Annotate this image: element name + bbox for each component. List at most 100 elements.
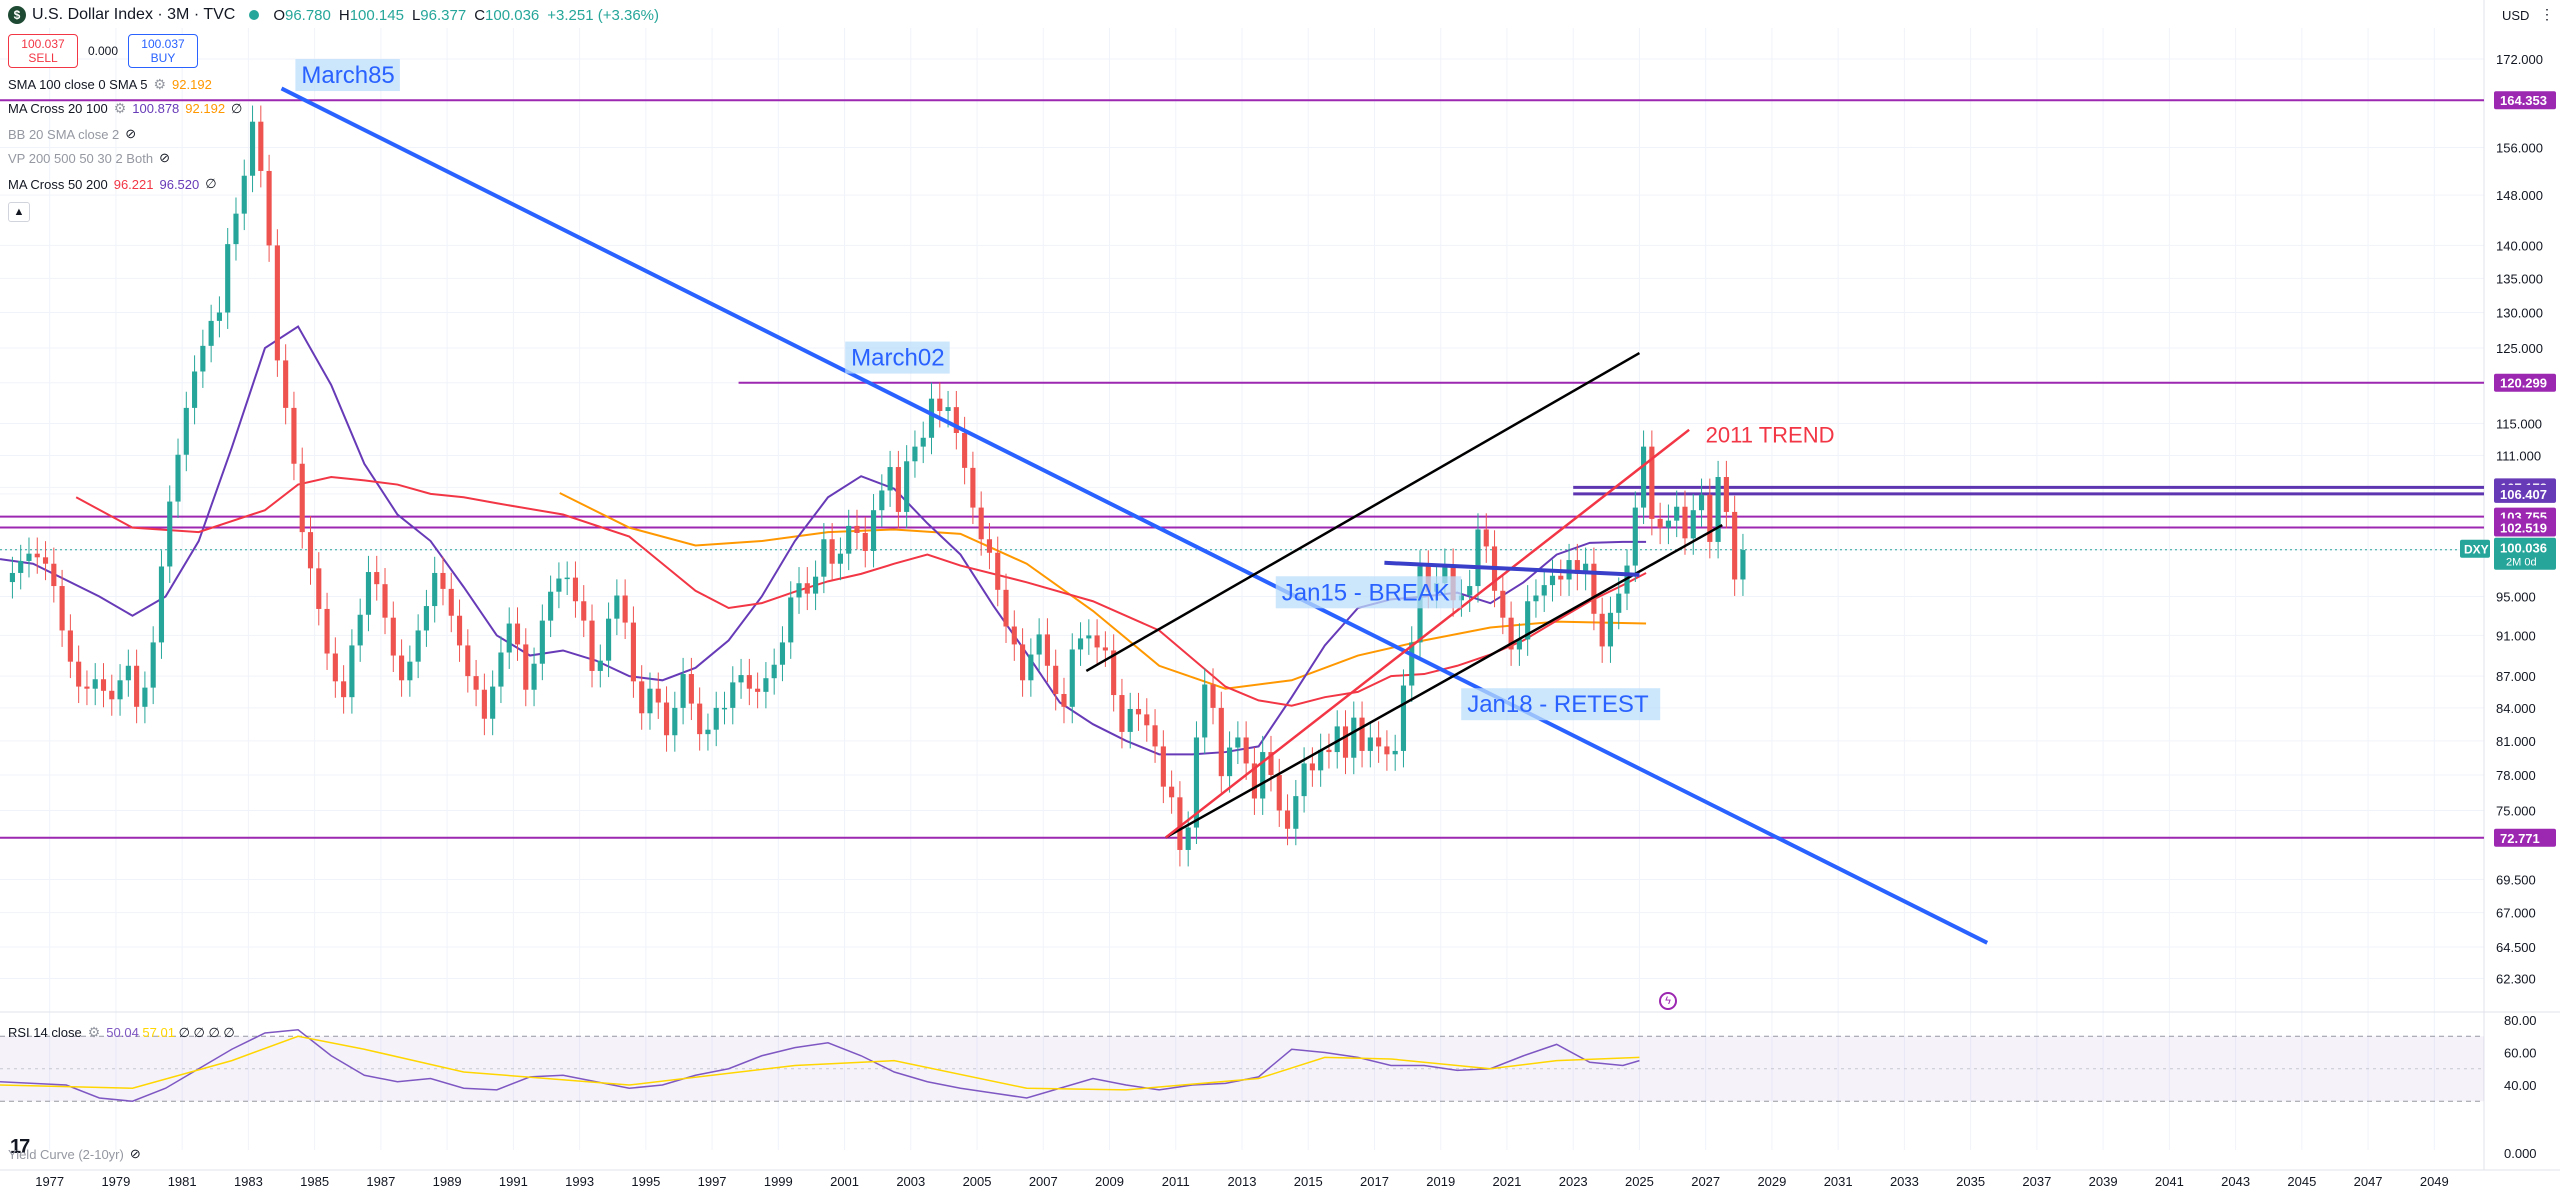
time-axis[interactable]: 1977 1979 1981 1983 1985 1987 1989 1991 1993 1995… [0, 1169, 2560, 1189]
candle-body [796, 583, 802, 598]
candle-body [125, 665, 131, 681]
sell-button[interactable]: 100.037 SELL [8, 34, 78, 68]
price-tick-label: 140.000 [2496, 238, 2543, 253]
candle-body [655, 688, 661, 703]
rsi-tick-label: 0.000 [2504, 1146, 2537, 1161]
symbol-header[interactable]: $ U.S. Dollar Index · 3M · TVC O96.780 H… [0, 0, 667, 30]
candle-body [1359, 717, 1365, 751]
candle-body [283, 360, 289, 408]
time-tick-label: 2037 [2022, 1174, 2051, 1189]
time-tick-label: 1989 [433, 1174, 462, 1189]
time-tick-label: 2023 [1559, 1174, 1588, 1189]
time-tick-label: 1991 [499, 1174, 528, 1189]
candle-body [1284, 810, 1291, 829]
time-tick-label: 2017 [1360, 1174, 1389, 1189]
candle-body [175, 454, 181, 502]
candle-body [1525, 601, 1531, 640]
gear-icon[interactable]: ⚙ [87, 1024, 101, 1040]
candle-body [1392, 750, 1398, 755]
candle-body [1616, 593, 1622, 613]
chevron-up-icon[interactable]: ▲ [8, 202, 30, 222]
eye-off-icon[interactable]: ⊘ [159, 150, 170, 165]
indicator-row[interactable]: SMA 100 close 0 SMA 5 ⚙ 92.192 [8, 76, 212, 93]
annotation-label: 2011 TREND [1706, 423, 1835, 448]
eye-off-icon[interactable]: ⊘ [129, 1146, 141, 1161]
indicator-row[interactable]: BB 20 SMA close 2 ⊘ [8, 126, 136, 142]
candle-body [258, 121, 264, 171]
candle-body [978, 507, 984, 540]
time-tick-label: 2009 [1095, 1174, 1124, 1189]
candle-body [680, 674, 686, 708]
yield-curve-label: Yield Curve (2-10yr) [8, 1146, 124, 1162]
price-tick-label: 95.000 [2496, 589, 2536, 604]
price-badge-label: 106.407 [2500, 487, 2547, 502]
candle-body [465, 645, 471, 677]
candle-body [399, 655, 405, 681]
candle-body [158, 566, 165, 643]
more-menu-icon[interactable]: ⋮ [2540, 6, 2554, 22]
tradingview-logo-icon[interactable]: 17 [10, 1136, 30, 1158]
buy-button[interactable]: 100.037 BUY [128, 34, 198, 68]
yield-curve-legend[interactable]: Yield Curve (2-10yr) ⊘ [8, 1146, 141, 1162]
price-badge [2494, 91, 2556, 110]
eye-off-icon[interactable]: ⊘ [125, 126, 137, 141]
gear-icon[interactable]: ⚙ [113, 100, 127, 116]
candle-body [1690, 510, 1696, 539]
time-tick-label: 2033 [1890, 1174, 1919, 1189]
candle-body [813, 576, 819, 594]
price-tick-label: 64.500 [2496, 940, 2536, 955]
candle-body [1400, 685, 1407, 751]
time-tick-label: 1999 [764, 1174, 793, 1189]
candle-body [183, 407, 189, 455]
price-tick-label: 148.000 [2496, 188, 2543, 203]
indicator-row[interactable]: VP 200 500 50 30 2 Both ⊘ [8, 150, 170, 166]
price-axis[interactable]: 172.000 156.000 148.000 140.000 135.000 130.0… [2460, 52, 2556, 986]
candle-body [1077, 638, 1084, 650]
indicator-label: VP 200 500 50 30 2 Both [8, 150, 154, 166]
candle-body [887, 467, 893, 491]
candle-body [788, 597, 794, 643]
candle-body [895, 467, 901, 512]
candle-body [390, 617, 396, 656]
candle-body [374, 572, 380, 585]
candle-body [365, 572, 372, 615]
candle-body [349, 645, 355, 698]
symbol-title[interactable]: U.S. Dollar Index · 3M · TVC [32, 6, 236, 23]
gear-icon[interactable]: ⚙ [153, 76, 167, 92]
indicator-label: BB 20 SMA close 2 [8, 126, 120, 142]
candle-body [18, 560, 24, 573]
candle-body [705, 729, 711, 735]
time-tick-label: 2011 [1162, 1174, 1190, 1189]
indicator-label: MA Cross 20 100 [8, 101, 108, 116]
candle-body [937, 398, 943, 411]
indicator-row[interactable]: MA Cross 20 100 ⚙ 100.878 92.192 ∅ [8, 100, 242, 117]
time-tick-label: 2001 [830, 1174, 859, 1189]
time-tick-label: 2035 [1956, 1174, 1985, 1189]
candle-body [1409, 642, 1415, 686]
candle-body [1533, 595, 1539, 602]
buy-label: BUY [150, 51, 176, 65]
candle-body [274, 245, 280, 361]
price-badge-label: 120.299 [2500, 376, 2547, 391]
currency-label[interactable]: USD [2502, 8, 2530, 23]
candle-body [1028, 654, 1034, 681]
price-tick-label: 69.500 [2496, 872, 2536, 887]
price-badge-label: 72.771 [2500, 831, 2540, 846]
rsi-legend[interactable]: RSI 14 close ⚙ 50.04 57.01 ∅ ∅ ∅ ∅ [8, 1024, 235, 1041]
indicator-row[interactable]: MA Cross 50 200 96.221 96.520 ∅ [8, 176, 217, 192]
price-badge [2494, 518, 2556, 537]
buy-price: 100.037 [141, 37, 185, 51]
lightning-icon[interactable]: ϟ [1659, 992, 1677, 1010]
candle-body [1053, 665, 1059, 694]
candle-body [266, 170, 272, 246]
time-tick-label: 2039 [2089, 1174, 2118, 1189]
trendline [280, 86, 1989, 945]
rsi-value: ∅ [223, 1024, 235, 1040]
ohlc-high: H100.145 [338, 6, 404, 24]
candle-body [341, 681, 347, 698]
candle-body [548, 591, 554, 621]
annotation-bg [1275, 576, 1462, 609]
ma-line [75, 476, 1647, 707]
candle-body [1086, 635, 1092, 639]
